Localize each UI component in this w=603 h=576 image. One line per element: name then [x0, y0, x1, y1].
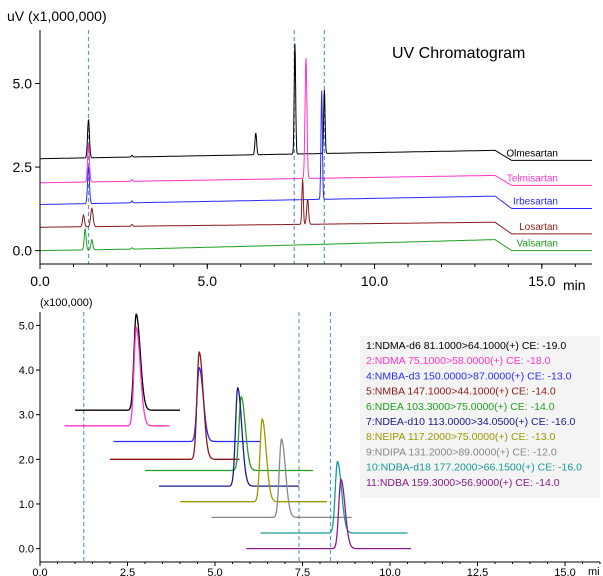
top-reference-lines: [87, 30, 325, 264]
bottom-x-tick-label: 15.0: [554, 567, 575, 576]
trace-label-olmesartan: Olmesartan: [506, 148, 558, 159]
top-y-tick-label: 2.5: [13, 159, 33, 175]
legend-entry: 7:NDEA-d10 113.0000>34.0500(+) CE: -16.0: [366, 416, 576, 428]
top-x-tick-label: 10.0: [361, 273, 388, 289]
bottom-y-tick-label: 3.0: [19, 410, 34, 422]
trace-label-irbesartan: Irbesartan: [513, 197, 558, 208]
mrm-trace-10-ndba-d18: [260, 460, 408, 534]
legend-entry: 4:NMBA-d3 150.0000>87.0000(+) CE: -13.0: [366, 370, 572, 382]
legend-entry: 6:NDEA 103.3000>75.0000(+) CE: -14.0: [366, 401, 555, 413]
mrm-trace-1-ndma-d6: [75, 312, 180, 411]
legend-entry: 11:NDBA 159.3000>56.9000(+) CE: -14.0: [366, 477, 560, 489]
top-x-tick-label: 5.0: [198, 273, 218, 289]
top-trace-labels: Olmesartan Telmisartan Irbesartan Losartan V…: [506, 148, 558, 249]
trace-telmisartan: [40, 58, 592, 186]
legend-entry: 2:NDMA 75.1000>58.0000(+) CE: -18.0: [366, 355, 551, 367]
top-x-tick-label: 15.0: [528, 273, 555, 289]
legend-entry: 8:NEIPA 117.2000>75.0000(+) CE: -13.0: [366, 431, 555, 443]
trace-label-telmisartan: Telmisartan: [507, 173, 558, 184]
top-y-axis-label: uV (x1,000,000): [7, 8, 107, 24]
bottom-traces: [64, 312, 411, 550]
bottom-x-tick-label: 12.5: [467, 567, 488, 576]
bottom-y-tick-label: 0.0: [19, 544, 34, 556]
trace-label-valsartan: Valsartan: [516, 239, 558, 250]
bottom-y-tick-label: 4.0: [19, 365, 34, 377]
top-y-tick-label: 5.0: [13, 75, 33, 91]
top-y-tick-label: 0.0: [13, 243, 33, 259]
top-ticks: 0.0 5.0 10.0 15.0 0.0 2.5 5.0: [13, 75, 576, 289]
bottom-y-tick-label: 5.0: [19, 320, 34, 332]
mrm-trace-2-ndma: [64, 326, 170, 427]
bottom-y-tick-label: 2.0: [19, 454, 34, 466]
bottom-x-tick-label: 2.5: [120, 567, 135, 576]
legend: 1:NDMA-d6 81.1000>64.1000(+) CE: -19.0 2:…: [366, 340, 582, 489]
legend-entry: 9:NDIPA 131.2000>89.0000(+) CE: -12.0: [366, 446, 557, 458]
mrm-trace-4-nmba-d3: [113, 366, 261, 443]
legend-entry: 10:NDBA-d18 177.2000>66.1500(+) CE: -16.…: [366, 462, 582, 474]
mrm-trace-11-ndba: [246, 478, 411, 550]
uv-chromatogram-chart: uV (x1,000,000) UV Chromatogram Olmesart…: [7, 8, 592, 293]
top-x-axis-label: min: [563, 277, 586, 293]
bottom-ticks: 0.0 2.5 5.0 7.5 10.0 12.5 15.0 0.0 1.0 2.0 3.0 4.0 5…: [19, 320, 601, 576]
bottom-x-tick-label: 5.0: [207, 567, 222, 576]
mrm-trace-5-nmba: [110, 350, 240, 460]
mrm-chromatogram-chart: (x100,000) 0.0 2.5 5.0 7.5 10.0 12.5 15.0 0.0 1.…: [19, 297, 601, 576]
mrm-trace-9-ndipa: [211, 438, 352, 519]
bottom-x-tick-label: 0.0: [32, 567, 47, 576]
bottom-x-tick-label: 10.0: [379, 567, 400, 576]
trace-irbesartan: [40, 90, 592, 209]
trace-valsartan: [40, 227, 592, 252]
legend-box: [360, 336, 600, 498]
bottom-x-tick-label: 7.5: [295, 567, 310, 576]
legend-entry: 5:NMBA 147.1000>44.1000(+) CE: -14.0: [366, 386, 556, 398]
trace-olmesartan: [40, 43, 592, 161]
bottom-y-axis-label: (x100,000): [40, 297, 93, 309]
top-chart-title: UV Chromatogram: [392, 45, 525, 62]
mrm-trace-7-ndea-d10: [159, 386, 299, 487]
bottom-y-tick-label: 1.0: [19, 499, 34, 511]
top-x-tick-label: 0.0: [30, 273, 50, 289]
trace-label-losartan: Losartan: [519, 222, 558, 233]
bottom-x-axis-label: mi: [588, 566, 600, 576]
mrm-trace-8-neipa: [180, 417, 327, 503]
top-traces: [40, 43, 592, 252]
trace-losartan: [40, 179, 592, 235]
legend-entry: 1:NDMA-d6 81.1000>64.1000(+) CE: -19.0: [366, 340, 566, 352]
bottom-reference-lines: [83, 312, 332, 562]
